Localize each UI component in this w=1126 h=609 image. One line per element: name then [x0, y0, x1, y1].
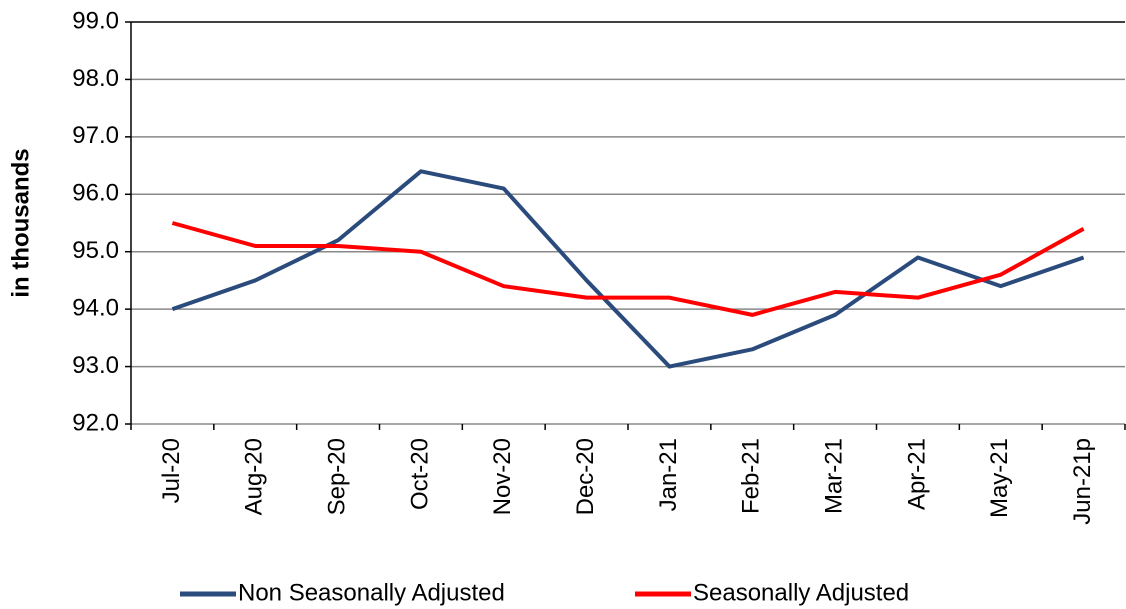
y-axis-label: in thousands	[7, 148, 34, 297]
x-tick-label: Aug-20	[241, 438, 268, 515]
y-tick-label: 92.0	[72, 409, 119, 436]
y-tick-label: 95.0	[72, 237, 119, 264]
y-tick-label: 99.0	[72, 7, 119, 34]
x-tick-label: Feb-21	[738, 438, 765, 514]
x-tick-label: Mar-21	[820, 438, 847, 514]
x-tick-label: Oct-20	[406, 438, 433, 510]
x-tick-label: Sep-20	[323, 438, 350, 515]
x-tick-label: Dec-20	[572, 438, 599, 515]
x-tick-label: Jun-21p	[1069, 438, 1096, 525]
x-tick-label: May-21	[986, 438, 1013, 518]
x-tick-label: Apr-21	[903, 438, 930, 510]
series-line	[171, 221, 1085, 317]
series-line	[171, 169, 1085, 369]
x-tick-label: Jul-20	[158, 438, 185, 503]
y-tick-label: 94.0	[72, 294, 119, 321]
y-tick-label: 96.0	[72, 180, 119, 207]
legend-label: Non Seasonally Adjusted	[238, 579, 505, 606]
y-tick-label: 97.0	[72, 122, 119, 149]
y-tick-label: 98.0	[72, 65, 119, 92]
x-tick-label: Jan-21	[655, 438, 682, 511]
legend-label: Seasonally Adjusted	[693, 579, 909, 606]
x-tick-label: Nov-20	[489, 438, 516, 515]
y-tick-label: 93.0	[72, 352, 119, 379]
